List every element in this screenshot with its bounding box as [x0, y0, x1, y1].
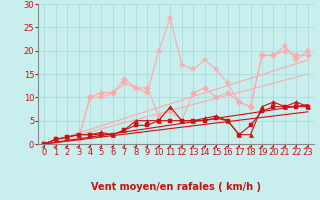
X-axis label: Vent moyen/en rafales ( km/h ): Vent moyen/en rafales ( km/h ) — [91, 182, 261, 192]
